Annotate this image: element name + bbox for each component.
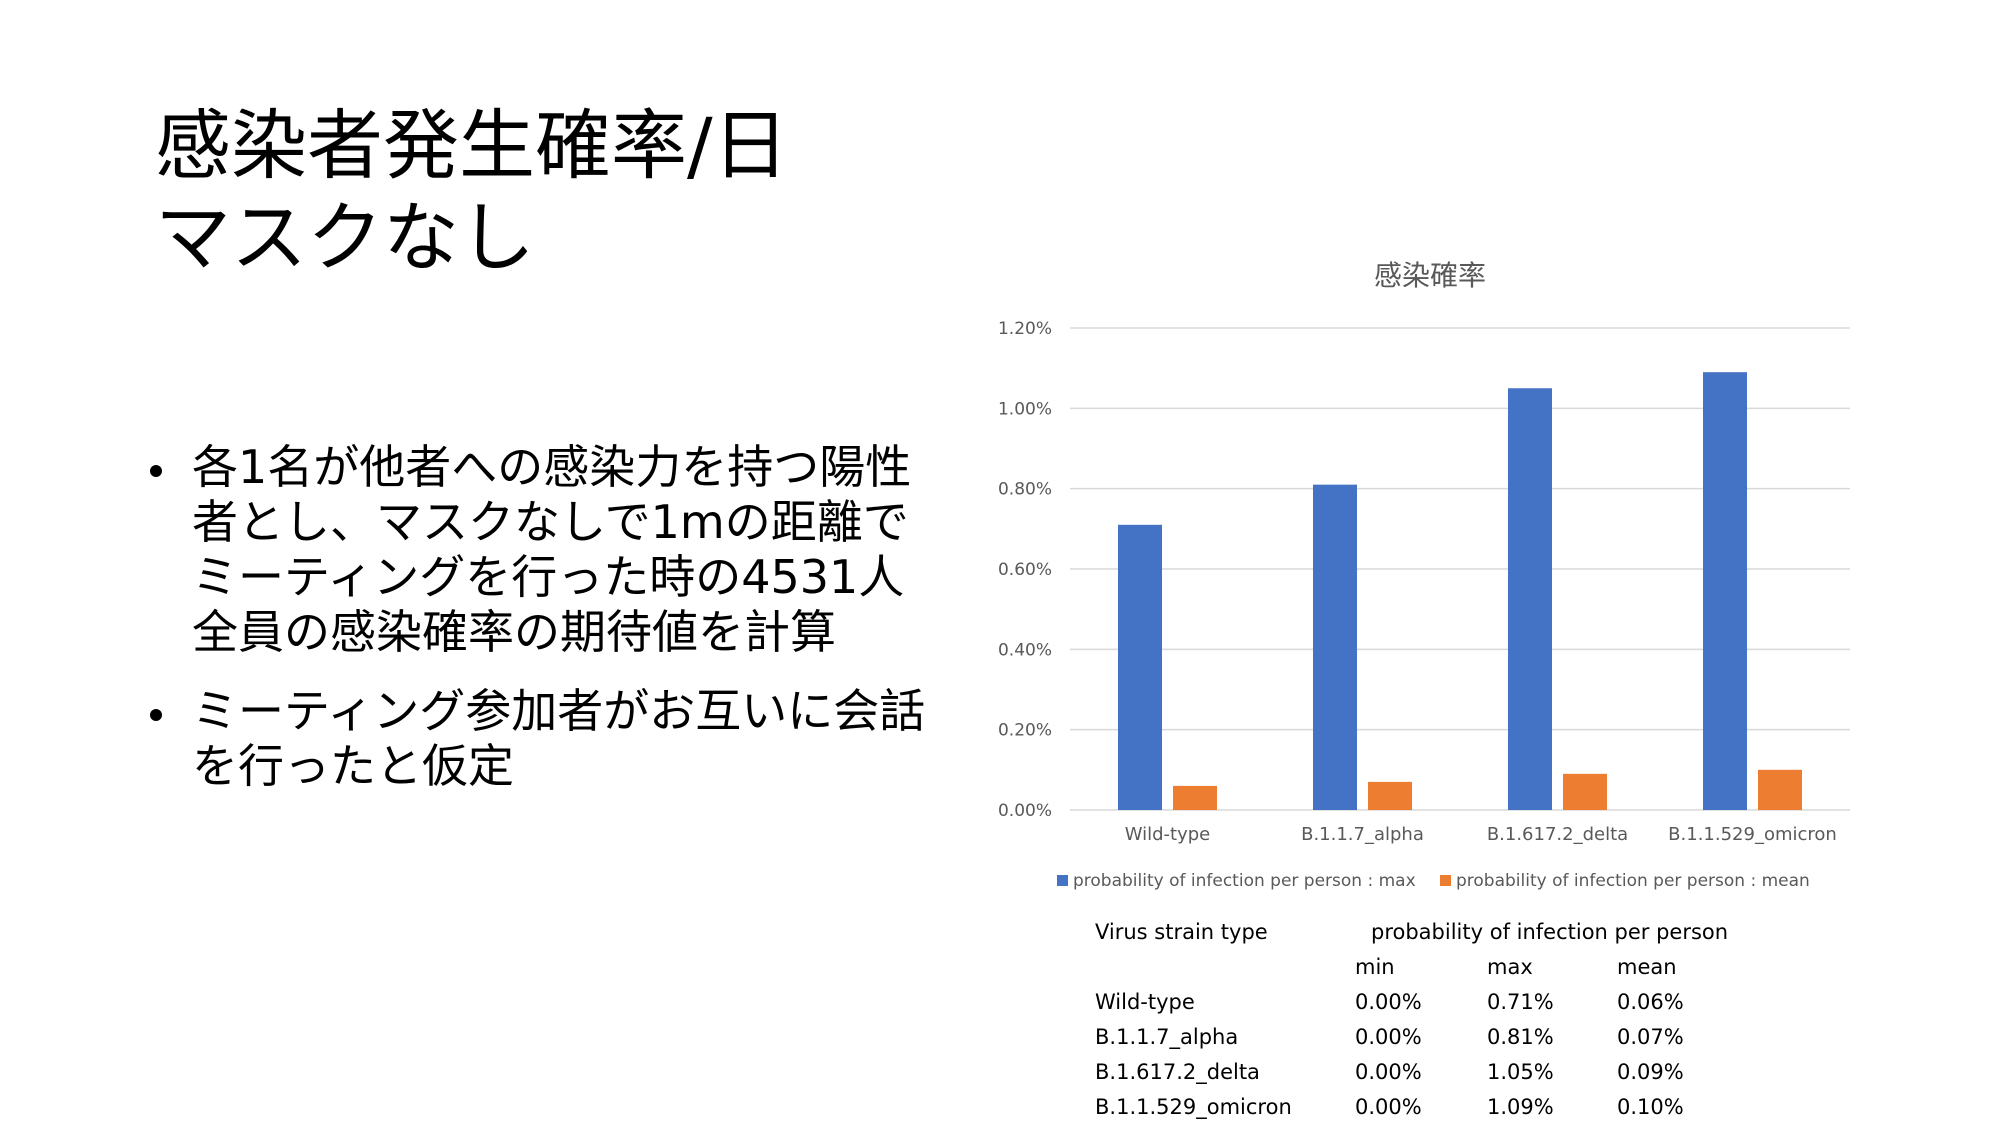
bullet-item: 各1名が他者への感染力を持つ陽性者とし、マスクなしで1mの距離でミーティングを行… [150,440,930,660]
bar [1368,781,1412,810]
bar [1173,785,1217,810]
bar [1118,524,1162,810]
bar [1508,388,1552,810]
table-header-row: Virus strain type probability of infecti… [1095,914,1747,949]
data-table: Virus strain type probability of infecti… [1095,914,1747,1124]
table-subheader-mean: mean [1617,954,1677,979]
table-header-group: probability of infection per person [1371,919,1729,944]
slide-title-line-2: マスクなし [155,193,535,282]
y-tick-label: 0.20% [998,721,1052,741]
x-tick-label: B.1.1.7_alpha [1301,824,1424,845]
slide-title: 感染者発生確率/日 マスクなし [155,100,789,284]
table-cell: 0.06% [1617,989,1684,1014]
table-header-strain: Virus strain type [1095,919,1268,944]
table-cell: 0.81% [1487,1024,1554,1049]
table-cell: 0.10% [1617,1094,1684,1119]
chart-title: 感染確率 [1374,259,1486,292]
table-cell: 0.00% [1355,989,1422,1014]
bullet-list: 各1名が他者への感染力を持つ陽性者とし、マスクなしで1mの距離でミーティングを行… [150,440,930,818]
y-axis-ticks: 0.00% 0.20% 0.40% 0.60% 0.80% 1.00% 1.20% [998,319,1052,821]
table-cell: 0.00% [1355,1059,1422,1084]
table-subheader-max: max [1487,954,1533,979]
bar [1758,769,1802,810]
bullet-text: 各1名が他者への感染力を持つ陽性者とし、マスクなしで1mの距離でミーティングを行… [192,440,912,659]
bar [1563,773,1607,810]
chart-legend: probability of infection per person : ma… [1057,871,1810,891]
table-cell: B.1.1.529_omicron [1095,1094,1292,1119]
bullet-item: ミーティング参加者がお互いに会話を行ったと仮定 [150,684,930,794]
bar [1703,372,1747,810]
table-row: B.1.1.529_omicron 0.00% 1.09% 0.10% [1095,1089,1747,1124]
table-row: B.1.617.2_delta 0.00% 1.05% 0.09% [1095,1054,1747,1089]
table-cell: 1.05% [1487,1059,1554,1084]
x-tick-label: Wild-type [1125,824,1211,845]
table-subheader-row: min max mean [1095,949,1747,984]
bullet-text: ミーティング参加者がお互いに会話を行ったと仮定 [192,684,926,793]
x-tick-label: B.1.1.529_omicron [1668,824,1837,845]
table-cell: Wild-type [1095,989,1195,1014]
y-tick-label: 1.00% [998,399,1052,419]
table-cell: 0.07% [1617,1024,1684,1049]
x-tick-label: B.1.617.2_delta [1487,824,1628,845]
y-tick-label: 0.80% [998,480,1052,500]
y-tick-label: 0.00% [998,801,1052,821]
bars [1118,372,1802,810]
table-subheader-min: min [1355,954,1395,979]
table-row: B.1.1.7_alpha 0.00% 0.81% 0.07% [1095,1019,1747,1054]
table-cell: 1.09% [1487,1094,1554,1119]
table-cell: 0.00% [1355,1024,1422,1049]
table-cell: 0.00% [1355,1094,1422,1119]
bullet-dot-icon [150,465,162,477]
y-tick-label: 0.60% [998,560,1052,580]
table-row: Wild-type 0.00% 0.71% 0.06% [1095,984,1747,1019]
legend-label: probability of infection per person : ma… [1073,871,1416,891]
y-tick-label: 1.20% [998,319,1052,339]
slide-title-line-1: 感染者発生確率/日 [155,101,789,190]
y-tick-label: 0.40% [998,640,1052,660]
bullet-dot-icon [150,709,162,721]
table-cell: 0.71% [1487,989,1554,1014]
legend-swatch-icon [1440,875,1451,886]
legend-swatch-icon [1057,875,1068,886]
table-cell: 0.09% [1617,1059,1684,1084]
bar [1313,484,1357,810]
table-cell: B.1.1.7_alpha [1095,1024,1239,1049]
legend-label: probability of infection per person : me… [1456,871,1810,891]
table-cell: B.1.617.2_delta [1095,1059,1260,1084]
x-axis-ticks: Wild-type B.1.1.7_alpha B.1.617.2_delta B.1… [1125,824,1837,845]
